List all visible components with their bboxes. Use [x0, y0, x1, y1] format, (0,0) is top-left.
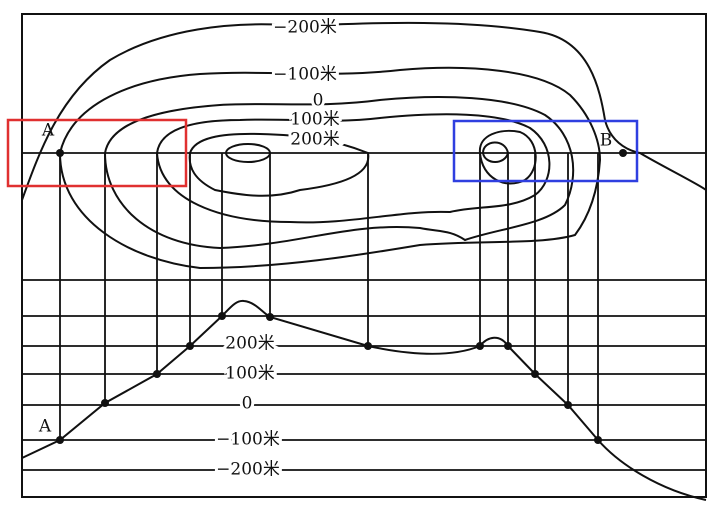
contour-label: 0: [313, 91, 324, 111]
highlight-box-b: [452, 119, 639, 183]
highlight-box-a: [6, 118, 188, 188]
points: [56, 149, 627, 444]
point: [56, 149, 64, 157]
level-label: −100米: [216, 430, 280, 450]
contour-label: 200米: [290, 130, 339, 150]
level-label: 100米: [225, 364, 274, 384]
projection-lines: [59, 153, 599, 440]
point: [619, 149, 627, 157]
point: [476, 342, 484, 350]
point: [266, 313, 274, 321]
point: [364, 342, 372, 350]
profile-grid: [22, 279, 706, 471]
point: [504, 342, 512, 350]
point-label: A: [38, 417, 52, 437]
contour-200: [188, 132, 370, 197]
contour-minus-200: [21, 21, 707, 201]
contour-minus-100: [58, 66, 602, 270]
point: [564, 401, 572, 409]
profile-curve: [21, 299, 707, 501]
contour-label: 100米: [290, 110, 339, 130]
level-label: 0: [242, 394, 253, 414]
point: [56, 436, 64, 444]
point: [531, 370, 539, 378]
frame: [21, 13, 707, 498]
contour-label: −100米: [273, 65, 337, 85]
point-label: A: [41, 121, 55, 141]
point: [218, 312, 226, 320]
contour-0: [103, 96, 575, 250]
point: [594, 436, 602, 444]
contour-label: −200米: [273, 18, 337, 38]
point: [153, 370, 161, 378]
level-label: 200米: [225, 334, 274, 354]
level-label: −200米: [216, 460, 280, 480]
projection-line: [59, 153, 599, 440]
point-label: B: [600, 131, 613, 151]
point: [101, 399, 109, 407]
contour-100: [155, 113, 551, 224]
point: [186, 342, 194, 350]
